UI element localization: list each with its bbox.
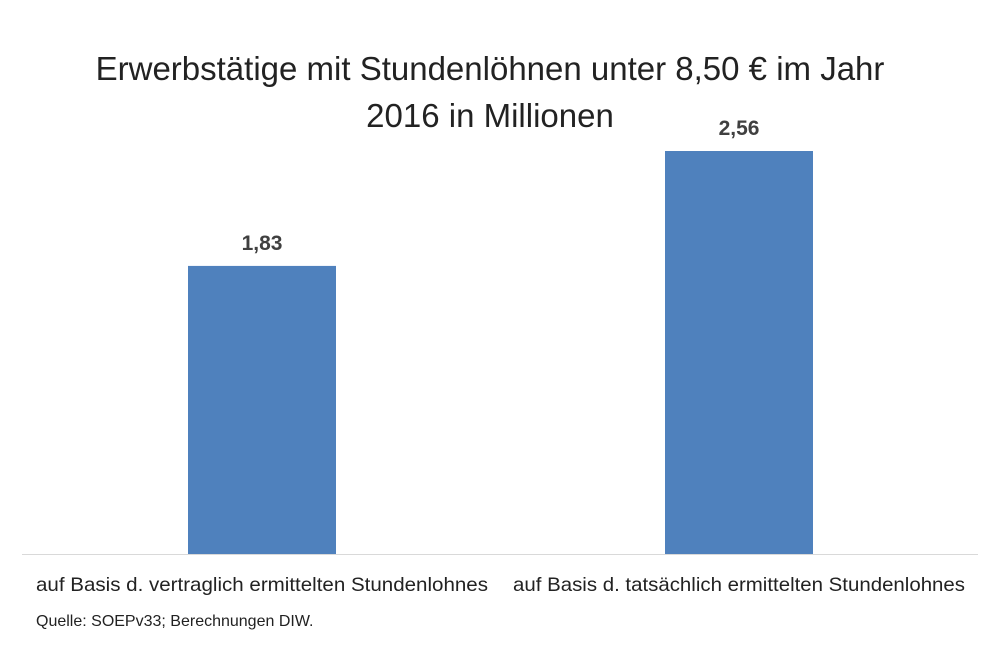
source-note: Quelle: SOEPv33; Berechnungen DIW. xyxy=(36,613,314,630)
chart-title-line-2: 2016 in Millionen xyxy=(366,97,614,134)
category-label-1: auf Basis d. vertraglich ermittelten Stu… xyxy=(36,574,488,596)
value-label-2: 2,56 xyxy=(719,117,760,140)
category-labels: auf Basis d. vertraglich ermittelten Stu… xyxy=(36,574,965,596)
bar-2 xyxy=(665,151,813,554)
value-labels: 1,83 2,56 xyxy=(242,117,760,255)
chart-title: Erwerbstätige mit Stundenlöhnen unter 8,… xyxy=(96,50,885,134)
chart-title-line-1: Erwerbstätige mit Stundenlöhnen unter 8,… xyxy=(96,50,885,87)
bar-1 xyxy=(188,265,336,554)
bars xyxy=(188,151,813,554)
category-label-2: auf Basis d. tatsächlich ermittelten Stu… xyxy=(513,574,965,596)
value-label-1: 1,83 xyxy=(242,232,283,255)
